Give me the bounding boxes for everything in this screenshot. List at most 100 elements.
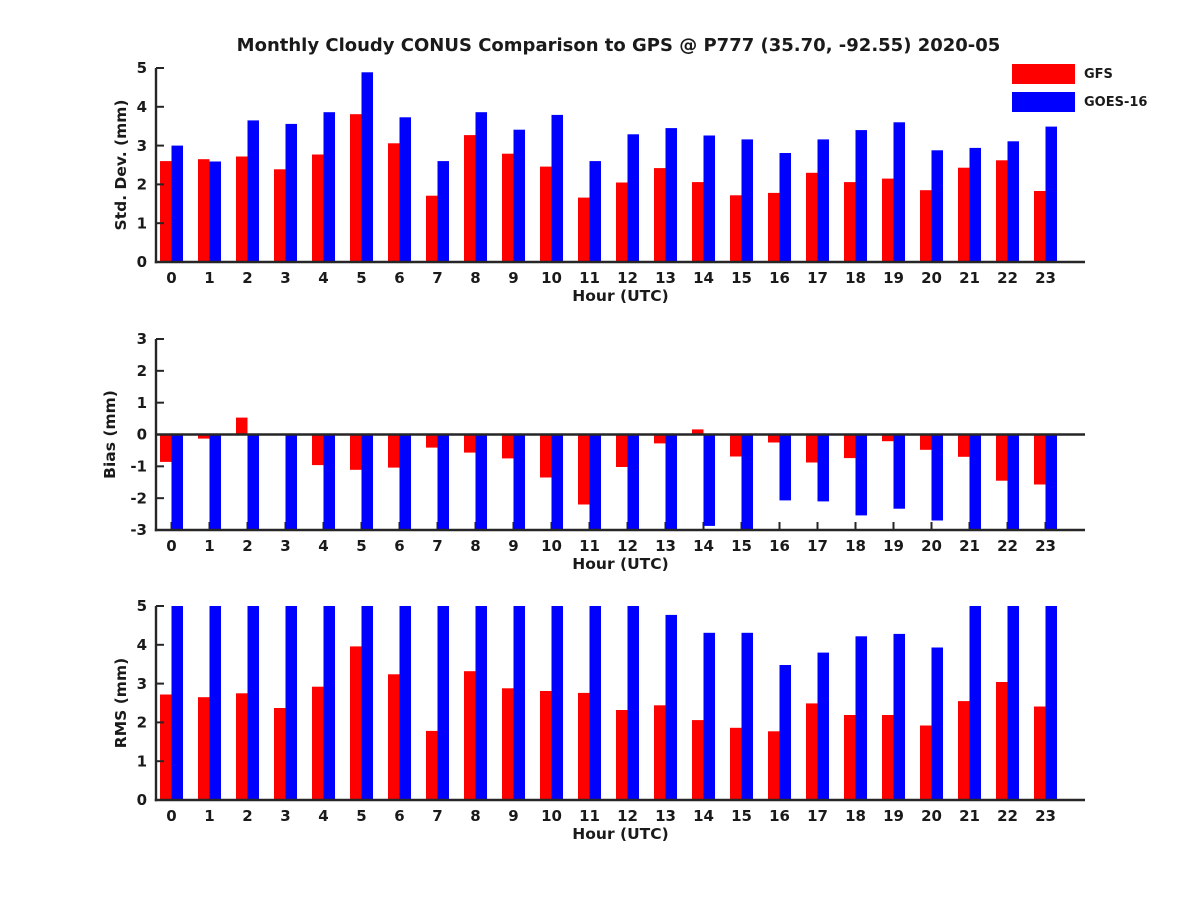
bar-goes16-hour-20	[931, 434, 943, 521]
bar-gfs-hour-6	[388, 143, 400, 262]
bar-gfs-hour-19	[882, 715, 894, 800]
x-tick-label: 21	[959, 269, 980, 287]
bar-gfs-hour-2	[236, 156, 248, 262]
x-tick-label: 21	[959, 807, 980, 825]
bar-goes16-hour-20	[931, 647, 943, 800]
bar-gfs-hour-7	[426, 195, 438, 262]
x-tick-label: 11	[579, 537, 600, 555]
bar-goes16-hour-19	[893, 122, 905, 262]
bar-goes16-hour-22	[1007, 606, 1019, 800]
bar-goes16-hour-13	[665, 128, 677, 262]
bar-gfs-hour-14	[692, 429, 704, 435]
bar-goes16-hour-10	[551, 434, 563, 530]
legend-label-gfs: GFS	[1084, 66, 1113, 82]
legend-label-goes16: GOES-16	[1084, 94, 1148, 110]
bar-gfs-hour-5	[350, 646, 362, 800]
bar-gfs-hour-10	[540, 691, 552, 800]
x-tick-label: 11	[579, 269, 600, 287]
bar-gfs-hour-21	[958, 167, 970, 262]
x-tick-label: 3	[280, 807, 290, 825]
y-tick-label: 5	[137, 59, 147, 77]
x-tick-label: 18	[845, 807, 866, 825]
x-axis-title: Hour (UTC)	[572, 555, 668, 573]
bar-gfs-hour-6	[388, 674, 400, 800]
bar-gfs-hour-22	[996, 434, 1008, 481]
bar-goes16-hour-7	[437, 606, 449, 800]
bar-gfs-hour-8	[464, 434, 476, 453]
x-tick-label: 6	[394, 537, 404, 555]
bar-gfs-hour-16	[768, 731, 780, 800]
bar-goes16-hour-18	[855, 434, 867, 516]
bar-gfs-hour-11	[578, 692, 590, 800]
x-tick-label: 13	[655, 807, 676, 825]
bar-gfs-hour-15	[730, 195, 742, 262]
legend-entry-goes16: GOES-16	[1012, 92, 1147, 112]
x-tick-label: 1	[204, 269, 214, 287]
bar-gfs-hour-13	[654, 168, 666, 262]
y-tick-label: 3	[137, 330, 147, 348]
x-tick-label: 9	[508, 807, 518, 825]
x-tick-label: 4	[318, 269, 328, 287]
bar-goes16-hour-23	[1045, 434, 1057, 530]
bar-goes16-hour-12	[627, 606, 639, 800]
x-tick-label: 15	[731, 269, 752, 287]
x-tick-label: 14	[693, 269, 714, 287]
y-tick-label: 2	[137, 714, 147, 732]
bar-goes16-hour-18	[855, 636, 867, 800]
x-tick-label: 22	[997, 537, 1018, 555]
bar-goes16-hour-18	[855, 130, 867, 262]
x-tick-label: 0	[166, 807, 176, 825]
bar-goes16-hour-21	[969, 147, 981, 262]
x-tick-label: 21	[959, 537, 980, 555]
bar-gfs-hour-2	[236, 693, 248, 800]
x-tick-label: 11	[579, 807, 600, 825]
bar-gfs-hour-13	[654, 705, 666, 800]
x-tick-label: 16	[769, 807, 790, 825]
bar-goes16-hour-4	[323, 112, 335, 262]
x-tick-label: 9	[508, 537, 518, 555]
bar-gfs-hour-4	[312, 686, 324, 800]
bar-goes16-hour-20	[931, 150, 943, 262]
x-tick-label: 8	[470, 269, 480, 287]
bar-gfs-hour-18	[844, 715, 856, 800]
x-tick-label: 22	[997, 807, 1018, 825]
y-tick-label: -2	[130, 489, 147, 507]
bar-gfs-hour-7	[426, 730, 438, 800]
x-tick-label: 4	[318, 807, 328, 825]
x-tick-label: 20	[921, 537, 942, 555]
bar-gfs-hour-7	[426, 434, 438, 448]
bar-gfs-hour-11	[578, 197, 590, 262]
bar-goes16-hour-10	[551, 114, 563, 263]
bar-gfs-hour-8	[464, 671, 476, 800]
bar-goes16-hour-5	[361, 72, 373, 262]
bar-gfs-hour-9	[502, 434, 514, 459]
y-tick-label: 2	[137, 362, 147, 380]
x-tick-label: 16	[769, 269, 790, 287]
bar-goes16-hour-5	[361, 434, 373, 530]
bar-gfs-hour-16	[768, 434, 780, 443]
bar-gfs-hour-19	[882, 434, 894, 442]
y-axis-title: Std. Dev. (mm)	[112, 100, 130, 231]
bar-gfs-hour-12	[616, 710, 628, 800]
x-tick-label: 7	[432, 807, 442, 825]
bar-goes16-hour-14	[703, 434, 715, 526]
bar-goes16-hour-19	[893, 434, 905, 509]
bar-gfs-hour-1	[198, 159, 210, 262]
bar-goes16-hour-4	[323, 434, 335, 530]
y-tick-label: 4	[137, 636, 147, 654]
legend-swatch-gfs	[1012, 64, 1075, 84]
bar-goes16-hour-13	[665, 614, 677, 800]
y-tick-label: -1	[130, 458, 147, 476]
x-tick-label: 5	[356, 807, 366, 825]
y-tick-label: 4	[137, 98, 147, 116]
bar-goes16-hour-1	[209, 161, 221, 262]
x-tick-label: 14	[693, 537, 714, 555]
bar-gfs-hour-5	[350, 434, 362, 470]
bar-goes16-hour-2	[247, 606, 259, 800]
bar-goes16-hour-6	[399, 606, 411, 800]
x-tick-label: 19	[883, 807, 904, 825]
bar-gfs-hour-6	[388, 434, 400, 468]
